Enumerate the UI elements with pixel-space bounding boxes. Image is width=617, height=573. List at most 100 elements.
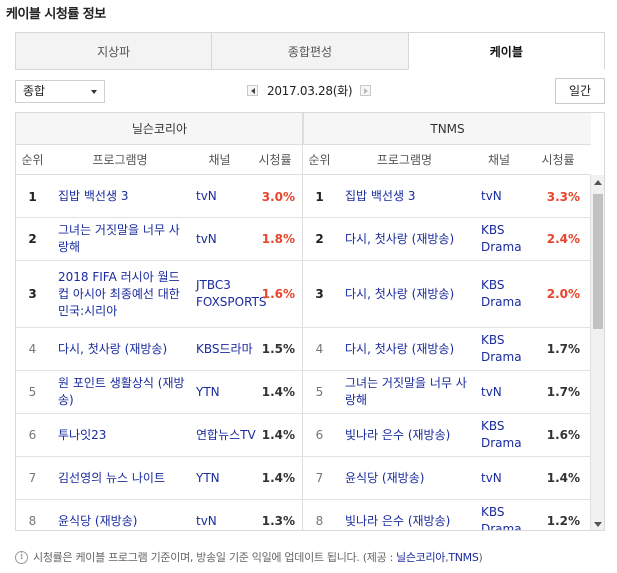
- program-link[interactable]: 다시, 첫사랑 (재방송): [345, 218, 473, 260]
- rank-cell: 3: [16, 261, 49, 327]
- prev-date-button[interactable]: [247, 85, 258, 96]
- scroll-up-icon[interactable]: [594, 180, 602, 185]
- table-row: 4 다시, 첫사랑 (재방송) KBS드라마 1.5% 4 다시, 첫사랑 (재방송) KB…: [16, 328, 591, 371]
- program-link-text[interactable]: 다시, 첫사랑 (재방송): [58, 341, 168, 356]
- channel-link-text[interactable]: tvN: [196, 231, 217, 246]
- program-link[interactable]: 집밥 백선생 3: [345, 176, 473, 217]
- program-link[interactable]: 빛나라 은수 (재방송): [345, 500, 473, 530]
- channel-link-text[interactable]: tvN: [481, 189, 502, 203]
- channel-link[interactable]: KBS Drama: [481, 500, 533, 531]
- scroll-down-icon[interactable]: [594, 522, 602, 527]
- program-link-text[interactable]: 그녀는 거짓말을 너무 사랑해: [345, 376, 467, 407]
- rank-cell-text: 6: [28, 428, 37, 442]
- scrollbar[interactable]: [590, 175, 604, 530]
- program-link-text[interactable]: 원 포인트 생활상식 (재방송): [58, 376, 185, 407]
- channel-link[interactable]: tvN: [481, 371, 533, 413]
- channel-link-text[interactable]: tvN: [196, 513, 217, 528]
- program-link-text[interactable]: 윤식당 (재방송): [58, 513, 138, 528]
- rank-cell-text: 7: [28, 471, 37, 485]
- channel-link-text[interactable]: KBS Drama: [481, 505, 522, 531]
- program-link[interactable]: 집밥 백선생 3: [58, 176, 188, 217]
- channel-link[interactable]: YTN: [196, 371, 268, 413]
- col-channel: 채널: [208, 153, 231, 167]
- rating-cell-text: 3.0%: [261, 189, 295, 204]
- program-link-text[interactable]: 다시, 첫사랑 (재방송): [345, 341, 455, 356]
- program-link-text[interactable]: 그녀는 거짓말을 너무 사랑해: [58, 223, 180, 254]
- program-link-text[interactable]: 집밥 백선생 3: [58, 189, 129, 203]
- channel-link-text[interactable]: KBS드라마: [196, 341, 253, 356]
- caret-down-icon: [91, 90, 97, 94]
- program-link[interactable]: 다시, 첫사랑 (재방송): [345, 261, 473, 327]
- channel-link[interactable]: KBS Drama: [481, 328, 533, 370]
- program-link-text[interactable]: 2018 FIFA 러시아 월드컵 아시아 최종예선 대한민국:시리아: [58, 269, 180, 318]
- program-link-text[interactable]: 빛나라 은수 (재방송): [345, 513, 451, 528]
- channel-link-text[interactable]: tvN: [481, 470, 502, 485]
- rank-cell: 5: [303, 371, 336, 413]
- program-link-text[interactable]: 빛나라 은수 (재방송): [345, 427, 451, 442]
- channel-link[interactable]: YTN: [196, 457, 268, 499]
- channel-link-text[interactable]: KBS Drama: [481, 419, 522, 450]
- rating-cell: 1.3%: [248, 500, 295, 530]
- daily-button[interactable]: 일간: [555, 78, 605, 104]
- chevron-right-icon: [363, 87, 368, 94]
- channel-link-text[interactable]: YTN: [196, 470, 220, 485]
- next-date-button[interactable]: [360, 85, 372, 96]
- channel-link[interactable]: KBS Drama: [481, 218, 533, 260]
- tab-general[interactable]: 종합편성: [211, 32, 408, 70]
- rating-cell: 1.6%: [248, 261, 295, 327]
- channel-link[interactable]: KBS Drama: [481, 261, 533, 327]
- page-title: 케이블 시청률 정보: [6, 7, 106, 22]
- rating-cell: 2.0%: [533, 261, 580, 327]
- rating-cell-text: 1.3%: [261, 514, 295, 528]
- tab-cable[interactable]: 케이블: [407, 32, 605, 70]
- provider-link-nielsen[interactable]: 닐슨코리아: [396, 551, 446, 564]
- program-link[interactable]: 김선영의 뉴스 나이트: [58, 457, 188, 499]
- program-link[interactable]: 다시, 첫사랑 (재방송): [58, 328, 188, 370]
- channel-link-text[interactable]: KBS Drama: [481, 278, 522, 309]
- program-link[interactable]: 윤식당 (재방송): [58, 500, 188, 530]
- channel-link-text[interactable]: YTN: [196, 384, 220, 399]
- channel-link[interactable]: tvN: [481, 457, 533, 499]
- program-link-text[interactable]: 윤식당 (재방송): [345, 470, 425, 485]
- program-link-text[interactable]: 다시, 첫사랑 (재방송): [345, 286, 455, 301]
- channel-link-text[interactable]: 연합뉴스TV: [196, 427, 256, 442]
- rank-cell: 1: [303, 176, 336, 217]
- rank-cell-text: 8: [28, 514, 37, 528]
- program-link[interactable]: 2018 FIFA 러시아 월드컵 아시아 최종예선 대한민국:시리아: [58, 261, 188, 327]
- channel-link[interactable]: tvN: [196, 218, 268, 260]
- channel-link-text[interactable]: JTBC3 FOXSPORTS: [196, 278, 267, 309]
- provider-link-tnms[interactable]: TNMS: [448, 550, 479, 564]
- program-link[interactable]: 그녀는 거짓말을 너무 사랑해: [345, 371, 473, 413]
- program-link[interactable]: 빛나라 은수 (재방송): [345, 414, 473, 456]
- column-divider: [302, 113, 303, 530]
- channel-link[interactable]: KBS드라마: [196, 328, 268, 370]
- program-link-text[interactable]: 김선영의 뉴스 나이트: [58, 470, 165, 485]
- program-link[interactable]: 그녀는 거짓말을 너무 사랑해: [58, 218, 188, 260]
- chevron-left-icon: [250, 87, 255, 94]
- program-link[interactable]: 투나잇23: [58, 414, 188, 456]
- program-link-text[interactable]: 다시, 첫사랑 (재방송): [345, 231, 455, 246]
- channel-link-text[interactable]: tvN: [481, 384, 502, 399]
- channel-link[interactable]: JTBC3 FOXSPORTS: [196, 261, 268, 327]
- channel-link[interactable]: tvN: [196, 500, 268, 530]
- broadcast-tabs: 지상파 종합편성 케이블: [15, 32, 605, 70]
- channel-link-text[interactable]: KBS Drama: [481, 333, 522, 364]
- rank-cell-text: 7: [315, 471, 324, 485]
- footnote-close: ): [478, 550, 483, 564]
- channel-link[interactable]: tvN: [481, 176, 533, 217]
- rank-cell-text: 3: [315, 287, 324, 301]
- program-link[interactable]: 원 포인트 생활상식 (재방송): [58, 371, 188, 413]
- channel-link-text[interactable]: KBS Drama: [481, 223, 522, 254]
- program-link[interactable]: 윤식당 (재방송): [345, 457, 473, 499]
- program-link-text[interactable]: 집밥 백선생 3: [345, 189, 416, 203]
- footnote: i 시청률은 케이블 프로그램 기준이며, 방송일 기준 익일에 업데이트 됩니…: [15, 549, 483, 565]
- scroll-thumb[interactable]: [593, 194, 603, 329]
- channel-link[interactable]: tvN: [196, 176, 268, 217]
- program-link[interactable]: 다시, 첫사랑 (재방송): [345, 328, 473, 370]
- channel-link[interactable]: 연합뉴스TV: [196, 414, 268, 456]
- channel-link[interactable]: KBS Drama: [481, 414, 533, 456]
- category-select[interactable]: 종합: [15, 80, 105, 103]
- tab-terrestrial[interactable]: 지상파: [15, 32, 212, 70]
- program-link-text[interactable]: 투나잇23: [58, 427, 107, 442]
- channel-link-text[interactable]: tvN: [196, 189, 217, 203]
